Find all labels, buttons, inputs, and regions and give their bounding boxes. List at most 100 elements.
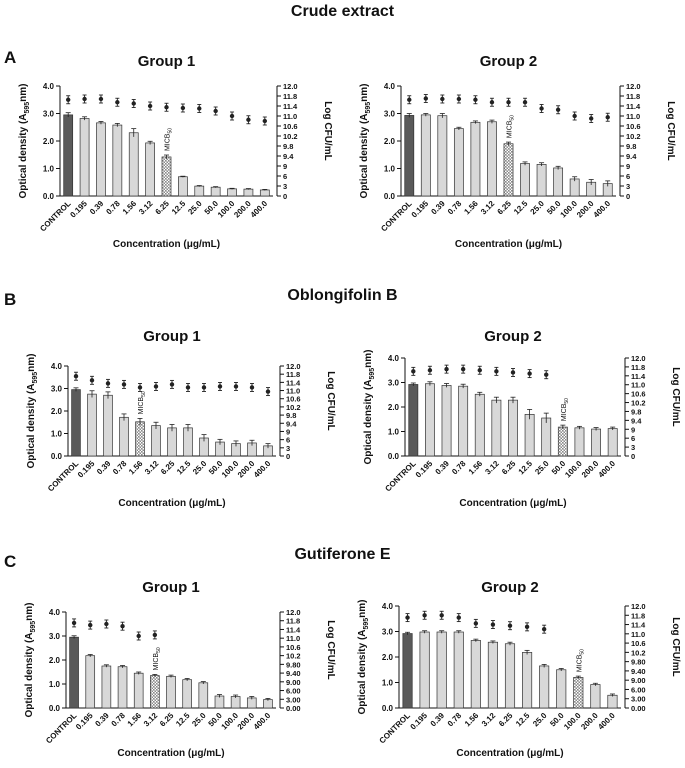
- chart-gutiferone-group2: Group 20.01.02.03.04.00.003.006.009.009.…: [357, 579, 681, 759]
- od-bar: [133, 672, 144, 709]
- x-tick-label: 0.39: [429, 199, 447, 217]
- y2-tick-label: 0: [283, 192, 287, 201]
- chart-oblongifolin-group1: Group 1 0.0 1.0 2.0 3.0 4.0 03699.49.810.210.6…: [26, 328, 336, 509]
- x-tick-label: 3.12: [483, 459, 501, 477]
- mic-label-part: MICB: [138, 397, 145, 415]
- y2-tick-label: 12.0: [283, 82, 298, 91]
- panel-letter-a: A: [4, 48, 17, 67]
- y2-tick-label: 12.0: [286, 608, 301, 617]
- od-bar: [119, 416, 129, 457]
- mic-label-part: MICB: [153, 653, 160, 671]
- y2-tick-label: 10.2: [631, 648, 646, 657]
- cfu-point: [213, 108, 218, 114]
- x-tick-label: 6.25: [500, 459, 518, 477]
- y-axis-label-sub: 595: [365, 102, 372, 114]
- od-bar-mic: [557, 426, 568, 457]
- y2-tick-label: 9.80: [631, 658, 646, 667]
- cfu-point: [506, 100, 511, 105]
- y2-tick-label: 6.00: [631, 685, 646, 694]
- od-bar: [607, 694, 618, 709]
- y-tick-label: 4.0: [49, 608, 61, 617]
- y2-tick-label: 0.00: [286, 704, 301, 713]
- cfu-point: [539, 106, 544, 111]
- mic-label: MICB50: [138, 391, 147, 414]
- chart-crude-group1: Group 1 0.0 1.0 2.0 3.0 4.0 03699.49.810.210.6…: [18, 53, 333, 250]
- od-bar: [263, 699, 273, 709]
- cfu-point: [88, 622, 93, 628]
- y-axis-label-sub: 595: [369, 368, 376, 380]
- od-bar: [246, 697, 257, 709]
- x-axis-label: Concentration (μg/mL): [456, 748, 563, 759]
- section-title-b: Oblongifolin B: [287, 287, 398, 304]
- cfu-point: [439, 613, 444, 618]
- y2-axis-label: Log CFU/mL: [325, 620, 336, 679]
- y-tick-label: 0.0: [382, 704, 394, 713]
- y-tick-label: 3.0: [382, 628, 394, 637]
- y2-tick-label: 3.00: [286, 695, 301, 704]
- x-tick-label: 1.56: [127, 459, 145, 477]
- x-tick-label: 0.78: [104, 199, 122, 217]
- od-bar: [96, 122, 106, 197]
- mic-label-part: MICB: [561, 403, 568, 421]
- od-bar: [178, 176, 188, 197]
- cfu-point: [233, 384, 239, 389]
- cfu-point: [71, 620, 77, 626]
- x-tick-label: 25.0: [190, 711, 208, 729]
- x-tick-label: 100.0: [562, 711, 583, 732]
- chart-gutiferone-group1: Group 10.01.02.03.04.00.003.006.009.009.…: [24, 579, 336, 759]
- y2-tick-label: 6: [631, 434, 635, 443]
- od-bar: [151, 425, 161, 457]
- y2-tick-label: 6: [286, 436, 290, 445]
- od-bar: [458, 385, 469, 457]
- x-tick-label: 12.5: [512, 199, 530, 217]
- x-tick-label: 200.0: [236, 711, 257, 732]
- od-bar: [470, 121, 481, 197]
- od-bar: [453, 631, 464, 709]
- od-bar: [453, 128, 464, 197]
- od-bar-control: [408, 384, 419, 457]
- y2-tick-label: 9.80: [286, 660, 301, 669]
- y2-axis-label: Log CFU/mL: [325, 371, 336, 430]
- x-tick-label: 1.56: [126, 711, 144, 729]
- y2-tick-label: 10.6: [286, 395, 301, 404]
- cfu-point: [121, 382, 127, 387]
- y2-tick-label: 11.4: [631, 621, 646, 630]
- y-axis-label: Optical density (A595nm): [24, 602, 37, 717]
- y2-tick-label: 11.0: [286, 634, 300, 643]
- y2-tick-label: 3: [283, 182, 287, 191]
- y2-tick-label: 11.0: [631, 630, 645, 639]
- y-tick-label: 2.0: [49, 656, 61, 665]
- y2-tick-label: 9.8: [286, 411, 296, 420]
- y2-tick-label: 9.4: [626, 152, 637, 161]
- cfu-point: [201, 385, 207, 390]
- x-tick-label: 400.0: [597, 459, 618, 480]
- mic-label: MICB50: [561, 398, 570, 421]
- od-bar: [103, 394, 113, 457]
- x-tick-label: 1.56: [463, 711, 481, 729]
- y-tick-label: 3.0: [49, 632, 61, 641]
- y2-tick-label: 11.8: [286, 370, 300, 379]
- y2-tick-label: 9.00: [286, 678, 301, 687]
- y2-tick-label: 11.0: [626, 112, 640, 121]
- od-bar: [182, 679, 192, 709]
- y-axis-label-part: nm): [357, 599, 368, 617]
- cfu-point: [444, 366, 449, 372]
- x-tick-label: 200.0: [580, 459, 601, 480]
- y-tick-label: 4.0: [382, 602, 394, 611]
- y-tick-label: 0.0: [51, 452, 63, 461]
- chart-title: Group 1: [138, 53, 196, 70]
- od-bar: [243, 188, 254, 197]
- cfu-point: [544, 372, 549, 377]
- cfu-point: [527, 371, 532, 376]
- x-tick-label: 6.25: [158, 711, 176, 729]
- x-tick-label: 100.0: [563, 459, 584, 480]
- od-bar: [607, 428, 618, 457]
- od-bar: [590, 684, 601, 709]
- x-tick-label: 400.0: [596, 711, 617, 732]
- od-bar-control: [63, 114, 74, 197]
- y-tick-label: 4.0: [51, 362, 63, 371]
- cfu-point: [555, 107, 561, 112]
- y2-tick-label: 6: [626, 172, 630, 181]
- od-bar-mic: [573, 677, 584, 709]
- od-bar: [487, 641, 498, 709]
